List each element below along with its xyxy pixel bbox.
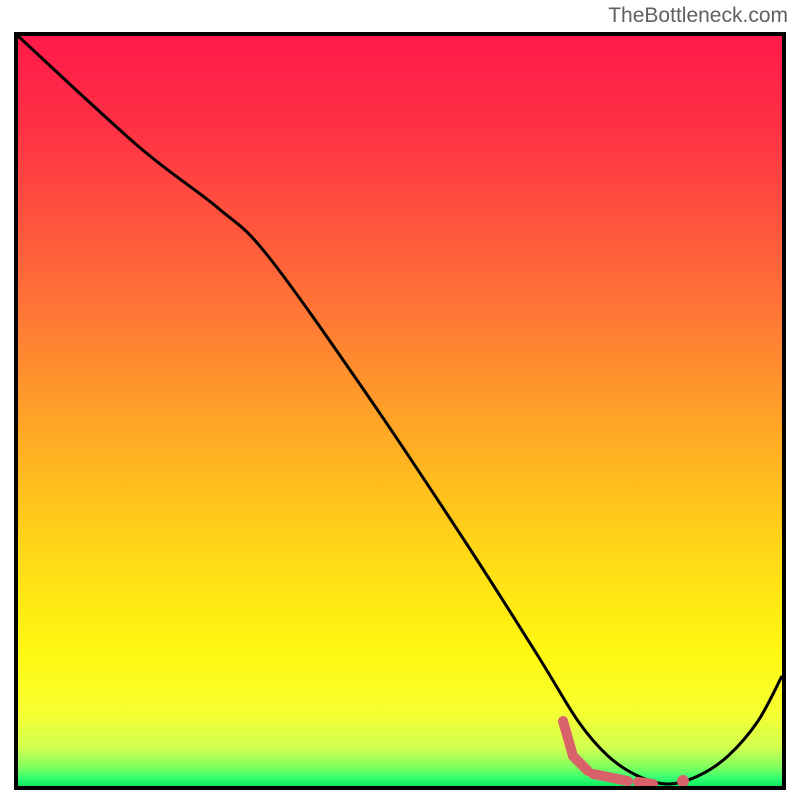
marker-segment — [593, 774, 628, 781]
bottleneck-curve — [18, 36, 782, 784]
marker-segment — [563, 721, 573, 756]
marker-segment — [573, 756, 588, 771]
marker-dot — [677, 775, 689, 786]
curve-layer — [18, 36, 782, 786]
chart-container — [14, 32, 786, 790]
dashed-marker — [563, 721, 689, 786]
marker-segment — [638, 782, 653, 784]
watermark-text: TheBottleneck.com — [608, 4, 788, 28]
